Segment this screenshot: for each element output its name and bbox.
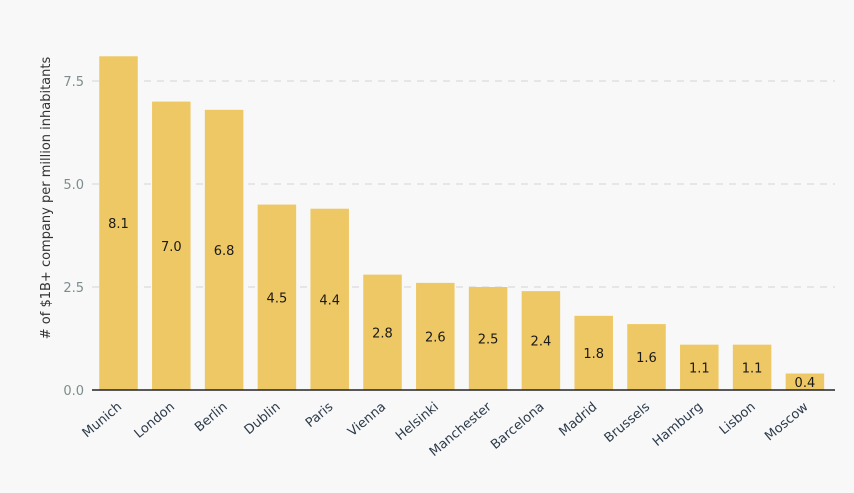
y-tick-label: 7.5 [63, 75, 84, 90]
data-label: 2.6 [425, 330, 446, 345]
y-tick-label: 5.0 [63, 178, 84, 193]
x-tick-label: Brussels [602, 399, 654, 446]
y-tick-label: 0.0 [63, 384, 84, 399]
bar [468, 287, 508, 390]
label-layer: 8.1 7.0 6.8 4.5 4.4 2.8 2.6 2.5 2.4 1.8 1.6 1.1 1.1 0… [108, 217, 815, 391]
bar [627, 324, 666, 390]
bar-layer [99, 56, 825, 390]
data-label: 8.1 [108, 217, 129, 232]
bar [574, 315, 613, 390]
y-axis-title: # of $1B+ company per million inhabitant… [39, 57, 54, 340]
bar [785, 373, 825, 390]
bar [363, 274, 402, 390]
data-label: 1.1 [742, 361, 763, 376]
x-tick-label: Berlin [192, 400, 231, 436]
bar [732, 344, 772, 390]
bar [204, 109, 244, 390]
grid-layer [92, 80, 835, 288]
data-label: 1.1 [689, 361, 710, 376]
bar [152, 101, 191, 390]
bar [521, 291, 561, 390]
data-label: 2.4 [531, 335, 552, 350]
x-tick-label: London [132, 400, 178, 442]
x-tick-label: Moscow [762, 399, 812, 444]
data-label: 1.8 [583, 347, 604, 362]
data-label: 4.4 [319, 293, 340, 308]
data-label: 1.6 [636, 351, 657, 366]
bar [416, 282, 455, 390]
bar [680, 344, 719, 390]
data-label: 2.8 [372, 326, 393, 341]
bar [257, 204, 297, 390]
x-tick-label: Madrid [556, 400, 600, 440]
y-tick-label: 2.5 [63, 281, 84, 296]
x-tick-label: Paris [303, 399, 337, 431]
bar [99, 56, 138, 390]
x-tick-label: Munich [80, 400, 125, 442]
x-tick-label: Lisbon [717, 400, 759, 439]
x-tick-label: Vienna [345, 400, 389, 440]
data-label: 2.5 [478, 333, 499, 348]
data-label: 7.0 [161, 240, 182, 255]
data-label: 4.5 [267, 291, 288, 306]
bar [310, 208, 349, 390]
data-label: 6.8 [214, 244, 235, 259]
x-tick-label: Hamburg [650, 400, 706, 450]
x-tick-label: Barcelona [488, 400, 547, 453]
data-label: 0.4 [795, 376, 816, 391]
x-tick-label: Dublin [242, 400, 284, 438]
x-tick-label: Helsinki [393, 400, 442, 444]
